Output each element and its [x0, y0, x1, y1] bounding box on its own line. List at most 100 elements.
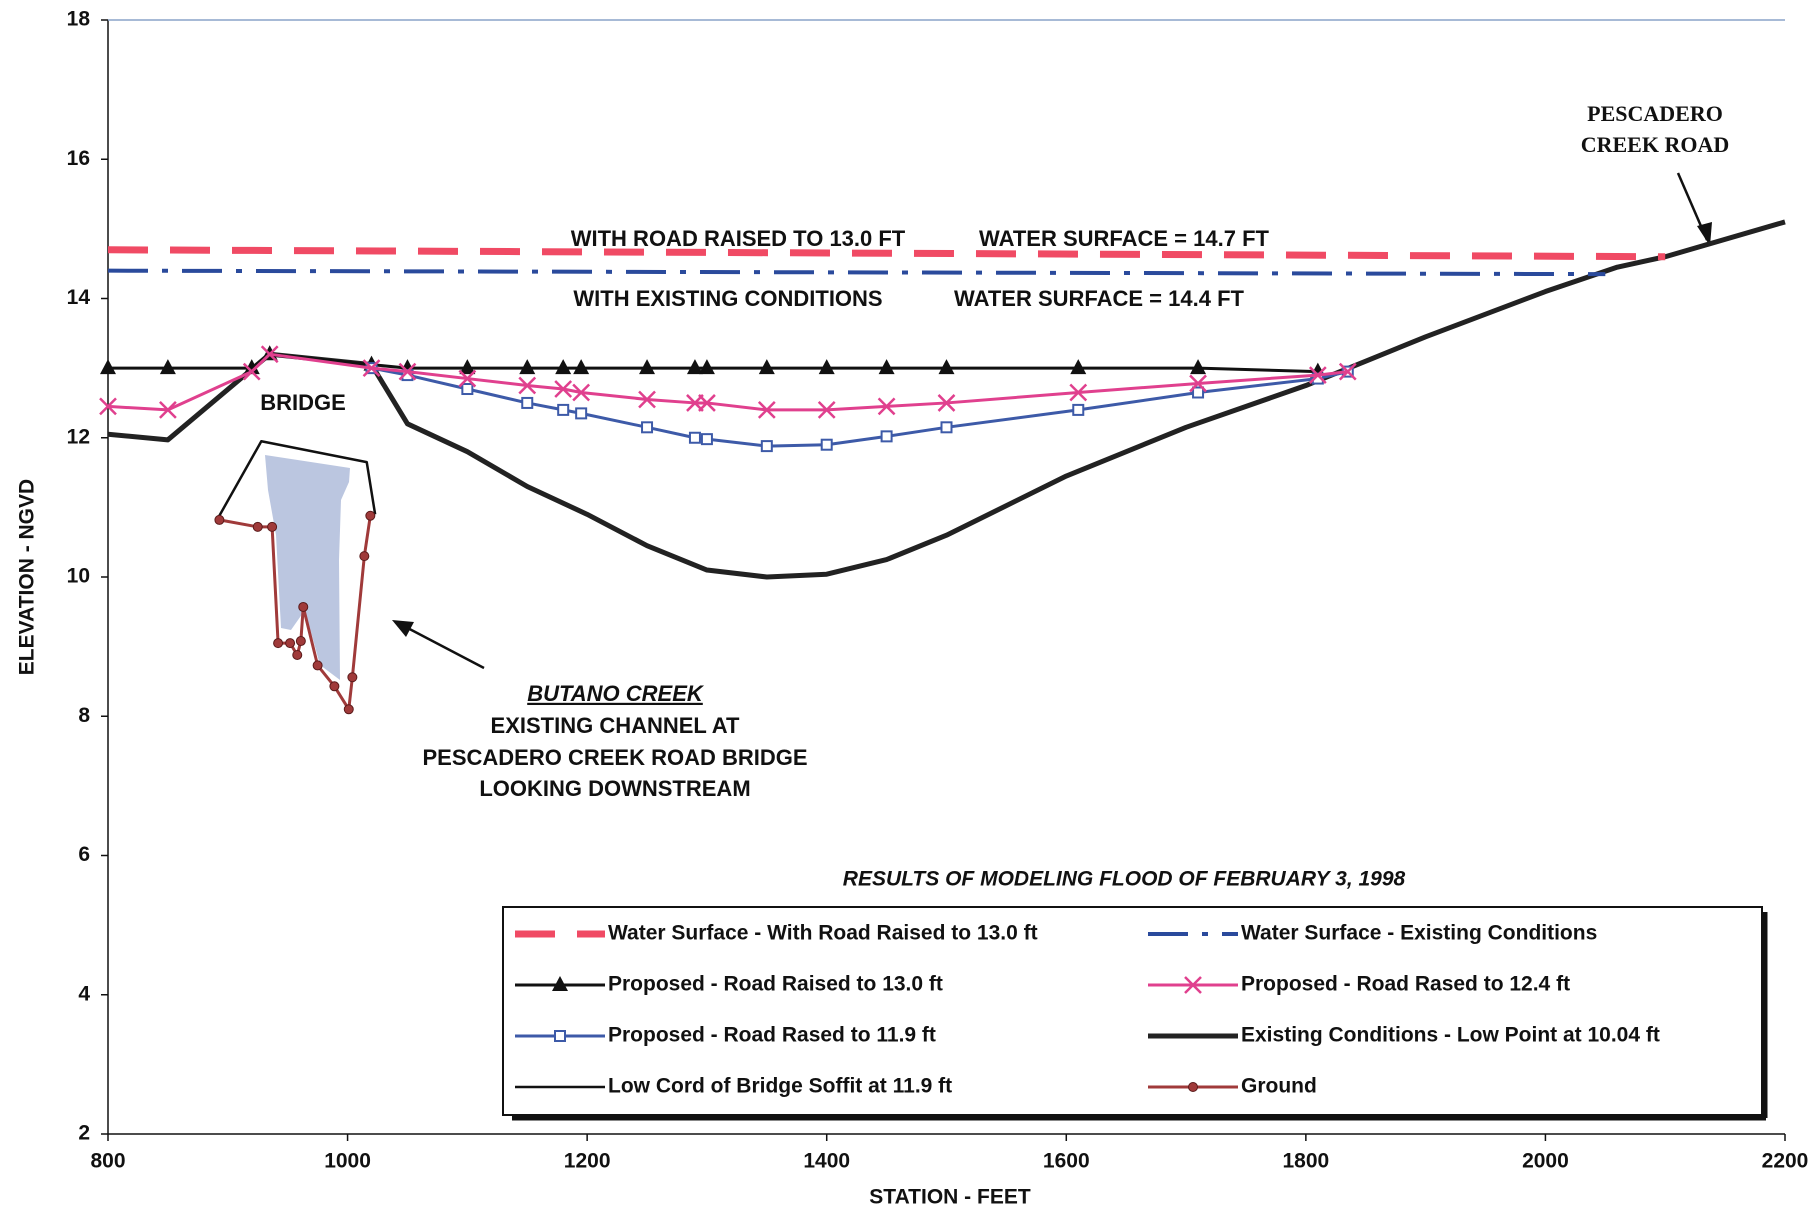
series-line — [107, 246, 1666, 261]
marker — [365, 510, 376, 521]
marker — [461, 383, 474, 396]
legend-item: Proposed - Road Rased to 11.9 ft — [515, 1024, 936, 1047]
marker — [698, 359, 715, 375]
x-tick-label: 1400 — [803, 1150, 850, 1173]
marker — [252, 521, 263, 532]
marker — [518, 376, 537, 395]
legend-item: Ground — [1148, 1075, 1317, 1098]
legend-label: Proposed - Road Rased to 11.9 ft — [608, 1024, 936, 1047]
marker — [458, 369, 477, 388]
chart-title: RESULTS OF MODELING FLOOD OF FEBRUARY 3,… — [843, 868, 1406, 891]
annotation: PESCADERO — [1587, 101, 1723, 126]
marker — [554, 380, 573, 398]
marker — [878, 359, 895, 375]
marker — [1192, 386, 1205, 399]
annotation: WATER SURFACE = 14.7 FT — [979, 226, 1269, 251]
marker — [575, 407, 588, 420]
x-tick-label: 1200 — [564, 1150, 611, 1173]
legend-item: Low Cord of Bridge Soffit at 11.9 ft — [515, 1075, 952, 1098]
marker — [312, 660, 323, 671]
marker — [295, 636, 306, 647]
x-tick-label: 800 — [90, 1150, 125, 1173]
marker — [554, 1030, 566, 1042]
arrow-head — [392, 620, 414, 637]
legend-label: Proposed - Road Rased to 12.4 ft — [1241, 973, 1570, 996]
marker — [1189, 374, 1207, 393]
marker — [937, 394, 956, 412]
marker — [362, 359, 381, 378]
marker — [760, 440, 773, 453]
y-tick-label: 8 — [78, 704, 90, 727]
legend-label: Proposed - Road Raised to 13.0 ft — [608, 973, 943, 996]
marker — [1188, 1082, 1198, 1092]
marker — [757, 401, 776, 419]
annotation: WITH EXISTING CONDITIONS — [573, 286, 882, 311]
marker — [260, 345, 279, 364]
marker — [686, 359, 703, 375]
marker — [519, 359, 536, 375]
marker — [1184, 976, 1202, 994]
legend-item: Proposed - Road Rased to 12.4 ft — [1148, 973, 1570, 996]
marker — [877, 397, 896, 416]
marker — [1070, 359, 1087, 375]
annotation: EXISTING CHANNEL AT — [491, 713, 741, 738]
y-tick-label: 6 — [78, 843, 90, 866]
x-tick-label: 2000 — [1522, 1150, 1569, 1173]
marker — [398, 362, 417, 381]
marker — [1069, 383, 1088, 402]
marker — [1072, 403, 1085, 416]
marker — [285, 638, 296, 649]
marker — [359, 551, 370, 562]
marker — [273, 638, 284, 649]
marker — [573, 359, 590, 375]
legend-box — [502, 906, 1763, 1116]
marker — [638, 390, 656, 409]
marker — [100, 359, 116, 375]
marker — [698, 394, 716, 412]
marker — [242, 362, 261, 381]
y-tick-label: 4 — [78, 982, 90, 1005]
x-tick-label: 1000 — [324, 1150, 371, 1173]
marker — [641, 421, 654, 434]
x-axis-label: STATION - FEET — [869, 1186, 1031, 1209]
marker — [1308, 366, 1327, 384]
y-axis-label: ELEVATION - NGVD — [16, 479, 39, 675]
marker — [1190, 359, 1207, 375]
legend-item: Water Surface - With Road Raised to 13.0… — [515, 922, 1038, 945]
marker — [521, 396, 534, 409]
arrow-head — [1697, 222, 1712, 246]
y-tick-label: 18 — [67, 8, 91, 31]
marker — [572, 383, 591, 402]
marker — [938, 359, 955, 375]
annotation: CREEK ROAD — [1581, 132, 1730, 157]
y-tick-label: 10 — [67, 565, 90, 588]
legend-label: Ground — [1241, 1075, 1317, 1098]
marker — [880, 430, 893, 443]
arrow — [399, 622, 485, 670]
y-tick-label: 12 — [67, 425, 90, 448]
y-tick-label: 2 — [78, 1122, 90, 1145]
x-tick-label: 1600 — [1043, 1150, 1090, 1173]
marker — [214, 514, 225, 525]
annotation: BUTANO CREEK — [527, 681, 705, 706]
marker — [552, 976, 568, 991]
legend-item: Existing Conditions - Low Point at 10.04… — [1148, 1024, 1660, 1047]
marker — [292, 649, 303, 660]
annotation: LOOKING DOWNSTREAM — [479, 776, 750, 801]
marker — [159, 359, 176, 375]
marker — [329, 681, 340, 692]
marker — [817, 401, 836, 419]
y-tick-label: 16 — [67, 147, 90, 170]
legend-label: Existing Conditions - Low Point at 10.04… — [1241, 1024, 1660, 1047]
marker — [243, 359, 260, 375]
annotation: PESCADERO CREEK ROAD BRIDGE — [422, 745, 807, 770]
marker — [298, 601, 309, 612]
annotation: WITH ROAD RAISED TO 13.0 FT — [571, 226, 906, 251]
legend-item: Water Surface - Existing Conditions — [1148, 922, 1597, 945]
marker — [459, 359, 476, 375]
marker — [267, 521, 278, 532]
marker — [99, 397, 117, 416]
marker — [1338, 362, 1357, 381]
marker — [688, 431, 701, 444]
